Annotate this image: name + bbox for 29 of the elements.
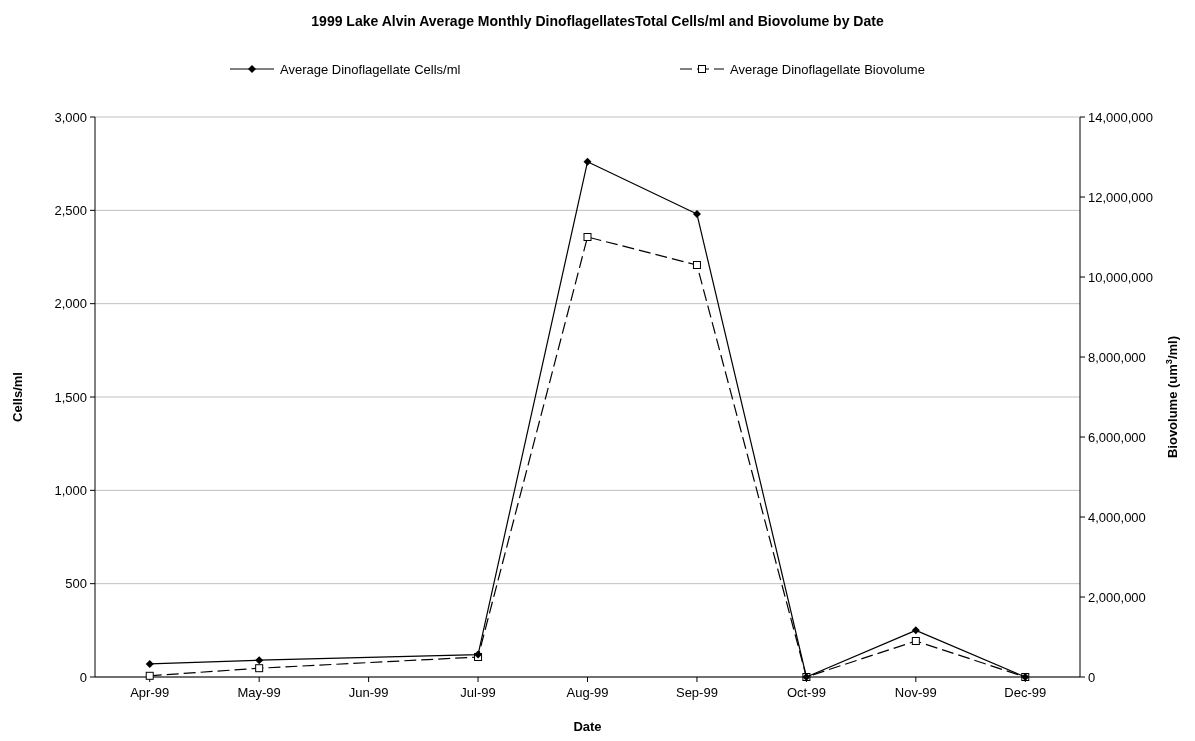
y-tick-label: 0 [79,669,87,685]
x-axis-title: Date [573,719,602,734]
y2-tick-label: 14,000,000 [1088,109,1154,125]
legend-label: Average Dinoflagellate Cells/ml [280,61,461,77]
y2-tick-label: 0 [1088,669,1096,685]
y2-tick-label: 8,000,000 [1088,349,1146,365]
y-tick-label: 3,000 [54,109,87,125]
x-tick-label: Apr-99 [130,685,170,700]
y-tick-label: 1,500 [54,389,87,405]
y-tick-label: 2,000 [54,296,87,312]
x-tick-label: Jun-99 [348,685,389,700]
x-tick-label: May-99 [237,685,281,700]
y2-tick-label: 12,000,000 [1088,189,1154,205]
x-tick-label: Jul-99 [460,685,496,700]
x-tick-label: Aug-99 [566,685,609,700]
y-tick-label: 500 [65,576,87,592]
chart-title: 1999 Lake Alvin Average Monthly DinoflagellatesTotal Cells/ml and Biovolume by Date [311,13,884,29]
x-tick-label: Sep-99 [675,685,718,700]
y2-tick-label: 2,000,000 [1088,589,1146,605]
x-tick-label: Nov-99 [894,685,937,700]
y-tick-label: 2,500 [54,202,87,218]
y2-tick-label: 10,000,000 [1088,269,1154,285]
y-axis-title: Cells/ml [10,372,25,422]
x-tick-label: Dec-99 [1004,685,1047,700]
y2-tick-label: 4,000,000 [1088,509,1146,525]
y2-tick-label: 6,000,000 [1088,429,1146,445]
x-tick-label: Oct-99 [786,685,826,700]
y-tick-label: 1,000 [54,482,87,498]
legend-label: Average Dinoflagellate Biovolume [730,61,925,77]
